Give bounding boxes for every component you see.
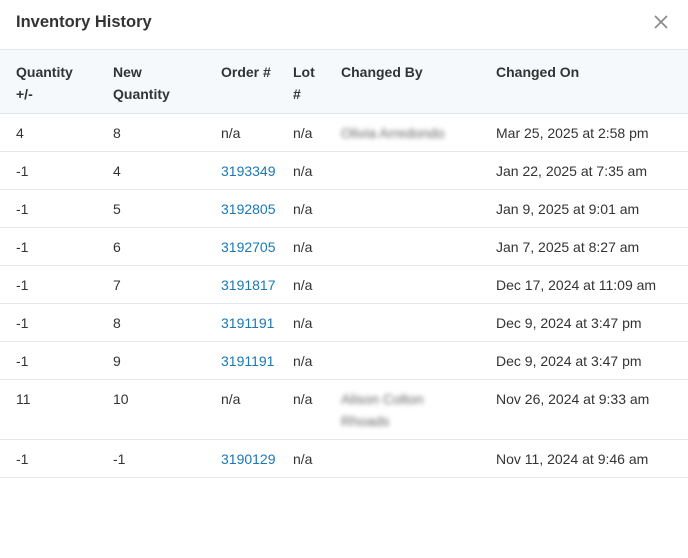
changed-by-name: Olivia Arredondo: [341, 125, 445, 141]
order-link[interactable]: 3190129: [221, 451, 276, 467]
order-cell: n/a: [221, 113, 293, 152]
changed-on-cell: Nov 11, 2024 at 9:46 am: [496, 439, 688, 478]
new-quantity-cell: 10: [113, 379, 221, 440]
changed-by-cell: [341, 151, 496, 190]
header-changed-on: Changed On: [496, 50, 688, 114]
table-row: 11 10 n/a n/a Alison Colton Rhoads Nov 26, 20…: [0, 379, 688, 440]
order-cell: 3191191: [221, 341, 293, 380]
changed-by-cell: Olivia Arredondo: [341, 113, 496, 152]
order-link[interactable]: 3192705: [221, 239, 276, 255]
table-header-row: Quantity +/- New Quantity Order # Lot # …: [0, 50, 688, 114]
order-link[interactable]: 3191191: [221, 315, 275, 331]
table-row: -1 6 3192705 n/a Jan 7, 2025 at 8:27 am: [0, 227, 688, 266]
changed-on-cell: Jan 7, 2025 at 8:27 am: [496, 227, 688, 266]
table-row: -1 -1 3190129 n/a Nov 11, 2024 at 9:46 am: [0, 439, 688, 478]
table-row: 4 8 n/a n/a Olivia Arredondo Mar 25, 2025 at …: [0, 113, 688, 152]
lot-cell: n/a: [293, 303, 341, 342]
changed-by-cell: [341, 227, 496, 266]
order-cell: 3191817: [221, 265, 293, 304]
quantity-change-cell: -1: [0, 227, 113, 266]
dialog-title: Inventory History: [16, 13, 152, 31]
table-row: -1 4 3193349 n/a Jan 22, 2025 at 7:35 am: [0, 151, 688, 190]
new-quantity-cell: 8: [113, 113, 221, 152]
order-cell: 3190129: [221, 439, 293, 478]
new-quantity-cell: 9: [113, 341, 221, 380]
order-cell: n/a: [221, 379, 293, 440]
quantity-change-cell: -1: [0, 439, 113, 478]
lot-cell: n/a: [293, 151, 341, 190]
changed-on-cell: Dec 17, 2024 at 11:09 am: [496, 265, 688, 304]
changed-by-cell: [341, 439, 496, 478]
quantity-change-cell: -1: [0, 189, 113, 228]
new-quantity-cell: -1: [113, 439, 221, 478]
order-cell: 3192705: [221, 227, 293, 266]
quantity-change-cell: -1: [0, 265, 113, 304]
lot-cell: n/a: [293, 113, 341, 152]
changed-by-cell: [341, 189, 496, 228]
order-cell: 3191191: [221, 303, 293, 342]
quantity-change-cell: -1: [0, 303, 113, 342]
order-link[interactable]: 3192805: [221, 201, 276, 217]
quantity-change-cell: 4: [0, 113, 113, 152]
changed-on-cell: Jan 22, 2025 at 7:35 am: [496, 151, 688, 190]
order-cell: 3193349: [221, 151, 293, 190]
header-order: Order #: [221, 50, 293, 114]
changed-on-cell: Nov 26, 2024 at 9:33 am: [496, 379, 688, 440]
changed-by-name: Alison Colton Rhoads: [341, 391, 424, 429]
changed-by-cell: [341, 303, 496, 342]
lot-cell: n/a: [293, 189, 341, 228]
close-icon[interactable]: [652, 12, 670, 32]
new-quantity-cell: 7: [113, 265, 221, 304]
table-row: -1 8 3191191 n/a Dec 9, 2024 at 3:47 pm: [0, 303, 688, 342]
header-lot: Lot #: [293, 50, 341, 114]
new-quantity-cell: 5: [113, 189, 221, 228]
lot-cell: n/a: [293, 439, 341, 478]
lot-cell: n/a: [293, 227, 341, 266]
new-quantity-cell: 8: [113, 303, 221, 342]
header-new-quantity: New Quantity: [113, 50, 221, 114]
new-quantity-cell: 6: [113, 227, 221, 266]
header-changed-by: Changed By: [341, 50, 496, 114]
changed-on-cell: Dec 9, 2024 at 3:47 pm: [496, 303, 688, 342]
inventory-history-table: Quantity +/- New Quantity Order # Lot # …: [0, 50, 688, 478]
order-cell: 3192805: [221, 189, 293, 228]
order-link[interactable]: 3191191: [221, 353, 275, 369]
changed-by-cell: [341, 265, 496, 304]
table-row: -1 5 3192805 n/a Jan 9, 2025 at 9:01 am: [0, 189, 688, 228]
lot-cell: n/a: [293, 341, 341, 380]
changed-by-cell: [341, 341, 496, 380]
order-link[interactable]: 3191817: [221, 277, 276, 293]
dialog-header: Inventory History: [0, 0, 688, 50]
changed-by-cell: Alison Colton Rhoads: [341, 379, 496, 440]
new-quantity-cell: 4: [113, 151, 221, 190]
lot-cell: n/a: [293, 265, 341, 304]
quantity-change-cell: 11: [0, 379, 113, 440]
changed-on-cell: Dec 9, 2024 at 3:47 pm: [496, 341, 688, 380]
table-row: -1 7 3191817 n/a Dec 17, 2024 at 11:09 am: [0, 265, 688, 304]
order-link[interactable]: 3193349: [221, 163, 276, 179]
changed-on-cell: Jan 9, 2025 at 9:01 am: [496, 189, 688, 228]
lot-cell: n/a: [293, 379, 341, 440]
header-quantity-change: Quantity +/-: [0, 50, 113, 114]
quantity-change-cell: -1: [0, 341, 113, 380]
table-row: -1 9 3191191 n/a Dec 9, 2024 at 3:47 pm: [0, 341, 688, 380]
quantity-change-cell: -1: [0, 151, 113, 190]
changed-on-cell: Mar 25, 2025 at 2:58 pm: [496, 113, 688, 152]
